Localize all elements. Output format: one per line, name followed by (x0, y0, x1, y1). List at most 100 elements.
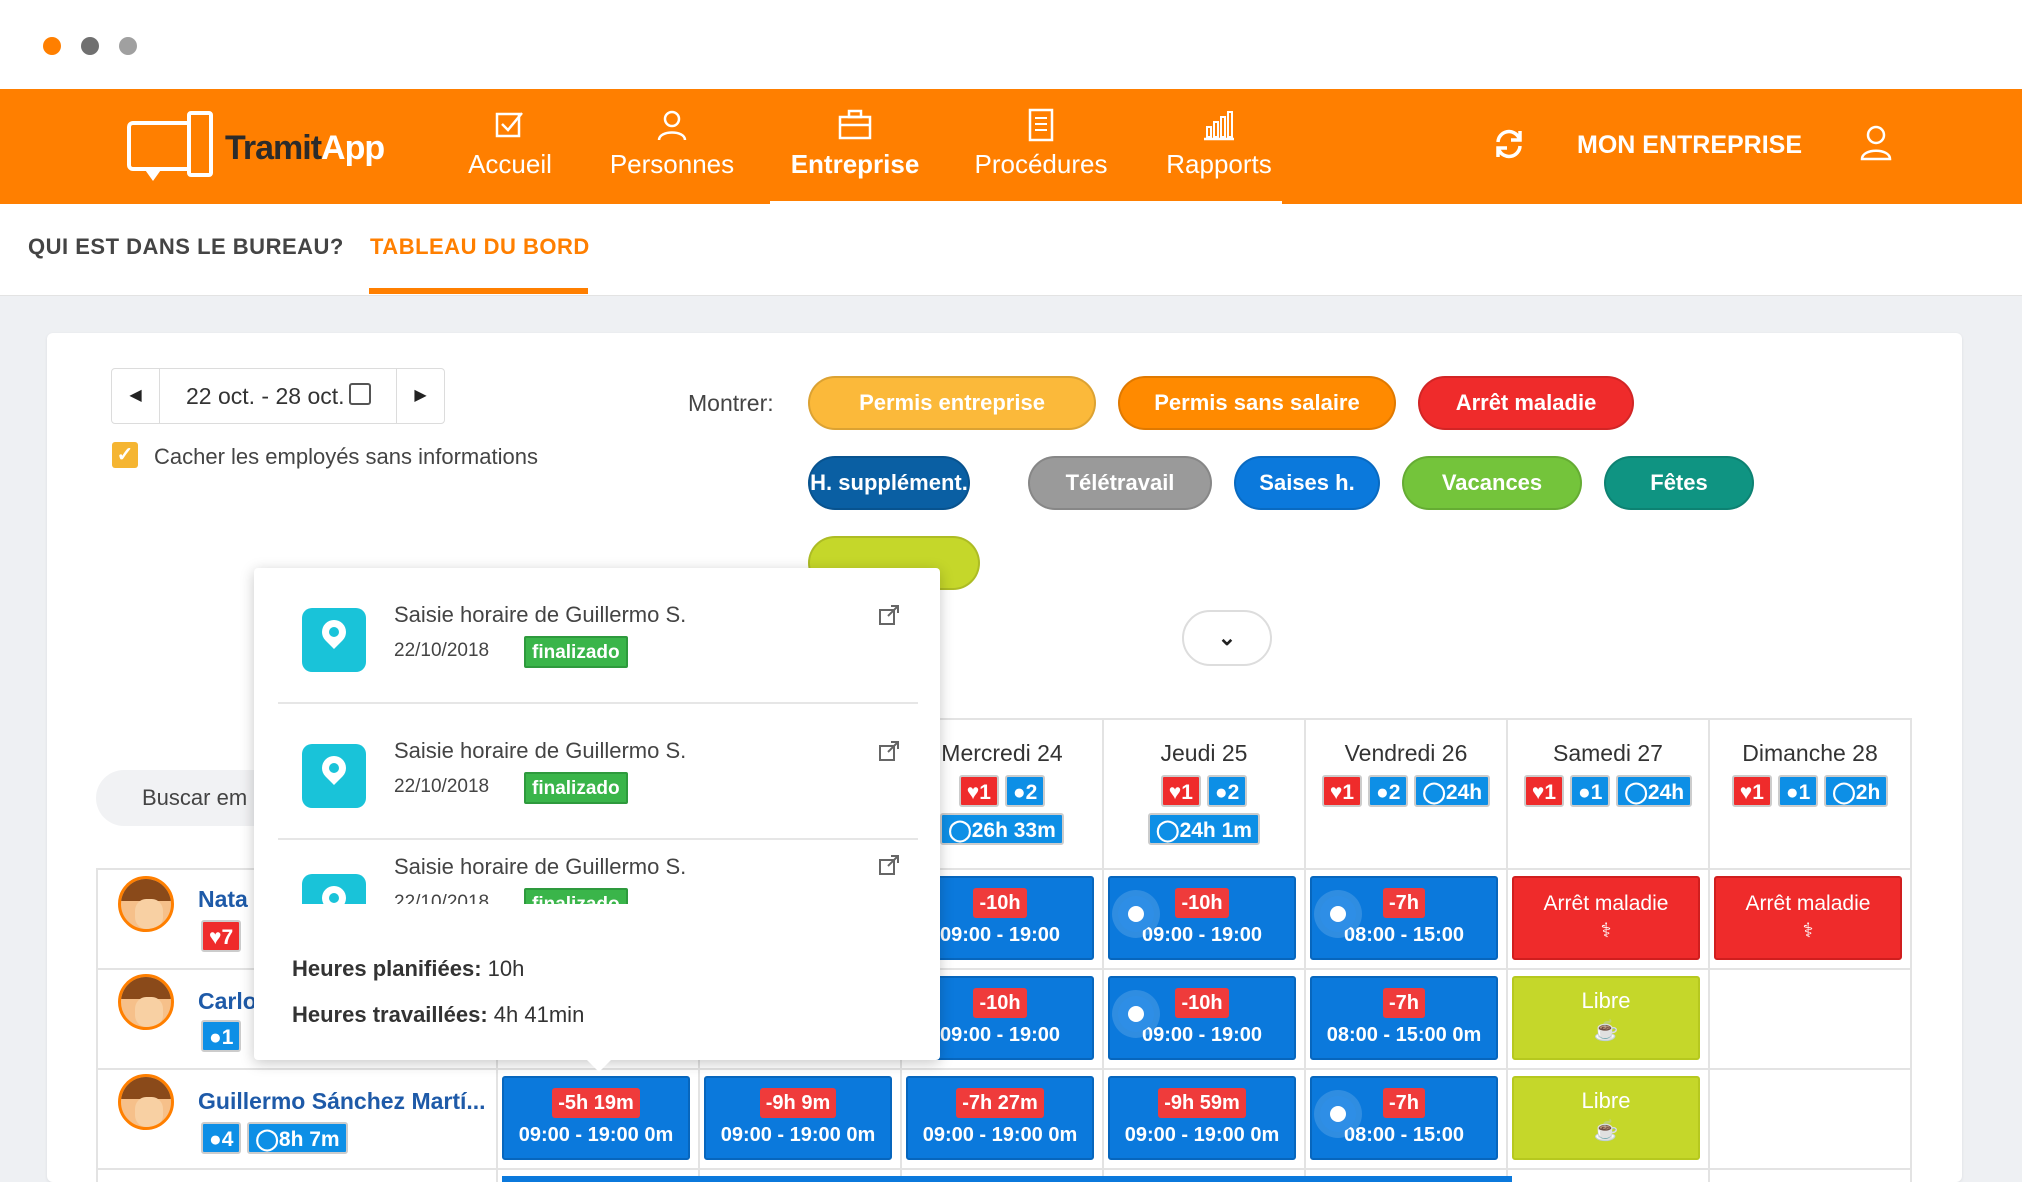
hide-employees-checkbox[interactable]: ✓ (112, 442, 138, 468)
filter-fetes[interactable]: Fêtes (1604, 456, 1754, 510)
filter-vacances[interactable]: Vacances (1402, 456, 1582, 510)
nav-rapports[interactable]: Rapports (1160, 89, 1278, 204)
day-name: Vendredi 26 (1344, 740, 1468, 766)
avatar[interactable] (118, 1074, 174, 1130)
time-entry-item[interactable]: Saisie horaire de Guillermo S. 22/10/201… (278, 568, 918, 704)
nav-entreprise[interactable]: Entreprise (784, 89, 926, 204)
filter-h-supplement[interactable]: H. supplément. (808, 456, 970, 510)
shift-cell[interactable]: -7h 08:00 - 15:00 0m (1310, 976, 1498, 1060)
logo-text-left: Tramit (225, 129, 322, 167)
tab-office[interactable]: QUI EST DANS LE BUREAU? (28, 234, 344, 259)
avatar-hair (121, 1077, 171, 1099)
filters-label: Montrer: (688, 390, 774, 416)
location-count-badge: ●4 (201, 1122, 242, 1154)
filter-teletravail[interactable]: Télétravail (1028, 456, 1212, 510)
sync-icon[interactable] (1492, 127, 1526, 161)
shift-cell[interactable]: -9h 59m 09:00 - 19:00 0m (1108, 1076, 1296, 1160)
company-menu[interactable]: MON ENTREPRISE (1577, 131, 1803, 159)
time-entry-item[interactable]: Saisie horaire de Guillermo S. 22/10/201… (278, 704, 918, 840)
live-indicator-icon (1118, 996, 1154, 1032)
sick-count-badge: ♥7 (201, 920, 242, 952)
grid-line (1304, 718, 1306, 1182)
person-icon (657, 110, 687, 141)
hours-diff: -10h (1175, 988, 1229, 1018)
next-week-button[interactable]: ▶ (396, 369, 444, 423)
cell-label: Arrêt maladie (1543, 892, 1669, 915)
live-indicator-icon (1118, 896, 1154, 932)
shift-cell[interactable]: -7h 08:00 - 15:00 (1310, 876, 1498, 960)
free-day-cell[interactable]: Libre ☕ (1512, 1076, 1700, 1160)
external-link-icon[interactable] (878, 740, 900, 762)
window-minimize-dot[interactable] (81, 37, 99, 55)
employee-name-link[interactable]: Guillermo Sánchez Martí... (198, 1088, 486, 1114)
hours-diff: -10h (973, 888, 1027, 918)
shift-time: 09:00 - 19:00 0m (922, 1124, 1078, 1146)
entry-date: 22/10/2018 (394, 640, 490, 661)
external-link-icon[interactable] (878, 854, 900, 876)
worked-hours-label: Heures travaillées: (292, 1002, 488, 1027)
employee-name-link[interactable]: Nata (198, 886, 248, 912)
shift-time: 09:00 - 19:00 (1141, 1024, 1263, 1046)
grid-line (96, 868, 98, 1182)
sick-leave-cell[interactable]: Arrêt maladie ⚕ (1512, 876, 1700, 960)
avatar-face (135, 899, 163, 929)
prev-week-button[interactable]: ◀ (112, 369, 160, 423)
cell-label: Arrêt maladie (1745, 892, 1871, 915)
external-link-icon[interactable] (878, 604, 900, 626)
shift-cell[interactable]: -9h 9m 09:00 - 19:00 0m (704, 1076, 892, 1160)
location-count-badge: ●1 (201, 1020, 242, 1052)
pin-shape (317, 615, 351, 649)
date-range-picker[interactable]: ◀ 22 oct. - 28 oct. ▶ (111, 368, 445, 424)
shift-cell[interactable]: -10h 09:00 - 19:00 (1108, 976, 1296, 1060)
shift-time: 08:00 - 15:00 (1343, 1124, 1465, 1146)
employee-name-link[interactable]: Carlo (198, 988, 257, 1014)
tab-dashboard[interactable]: TABLEAU DU BORD (370, 234, 590, 259)
badge-value: 1 (979, 781, 991, 804)
entry-title: Saisie horaire de Guillermo S. (394, 602, 687, 627)
window-close-dot[interactable] (43, 37, 61, 55)
expand-filters-button[interactable]: ⌄ (1182, 610, 1272, 666)
hide-employees-label[interactable]: Cacher les employés sans informations (154, 444, 538, 469)
filter-permis-entreprise[interactable]: Permis entreprise (808, 376, 1096, 430)
location-count-badge: ●1 (1570, 775, 1611, 807)
filter-permis-sans-salaire[interactable]: Permis sans salaire (1118, 376, 1396, 430)
calendar-icon[interactable] (349, 383, 371, 405)
shift-cell[interactable]: -5h 19m 09:00 - 19:00 0m (502, 1076, 690, 1160)
day-name: Dimanche 28 (1742, 740, 1878, 766)
sick-leave-cell[interactable]: Arrêt maladie ⚕ (1714, 876, 1902, 960)
app-logo[interactable]: TramitApp (125, 107, 385, 189)
logo-phone-icon (187, 111, 213, 177)
user-account-icon[interactable] (1858, 123, 1894, 161)
hours-diff: -9h 9m (759, 1088, 837, 1118)
avatar[interactable] (118, 876, 174, 932)
badge-value: 1 (221, 1026, 234, 1049)
nav-procedures[interactable]: Procédures (970, 89, 1112, 204)
free-day-cell[interactable]: Libre ☕ (1512, 976, 1700, 1060)
pin-shape (317, 751, 351, 785)
nav-personnes[interactable]: Personnes (604, 89, 740, 204)
day-badges: ♥1 ●2 ◯24h (1306, 775, 1506, 813)
shift-cell[interactable]: -7h 08:00 - 15:00 (1310, 1076, 1498, 1160)
location-pin-icon (302, 744, 366, 808)
grid-line (1910, 718, 1912, 1182)
worked-hours-value: 4h 41min (493, 1002, 585, 1027)
hours-diff: -10h (973, 988, 1027, 1018)
location-count-badge: ●2 (1004, 775, 1046, 807)
filter-arret-maladie[interactable]: Arrêt maladie (1418, 376, 1634, 430)
status-badge: finalizado (524, 888, 628, 904)
date-range-label[interactable]: 22 oct. - 28 oct. (186, 383, 345, 409)
avatar[interactable] (118, 974, 174, 1030)
time-entry-item[interactable]: Saisie horaire de Guillermo S. 22/10/201… (278, 840, 918, 904)
nav-entreprise-label: Entreprise (790, 149, 920, 179)
briefcase-icon (838, 109, 872, 140)
planned-hours-value: 10h (487, 956, 525, 981)
filter-saises-h[interactable]: Saises h. (1234, 456, 1380, 510)
badge-value: 7 (221, 926, 234, 949)
shift-cell[interactable]: -10h 09:00 - 19:00 (1108, 876, 1296, 960)
window-maximize-dot[interactable] (119, 37, 137, 55)
sick-count-badge: ♥1 (1160, 775, 1201, 807)
grid-line (926, 718, 1912, 720)
nav-accueil[interactable]: Accueil (455, 89, 565, 204)
logo-text-right: App (321, 129, 385, 167)
shift-cell[interactable]: -7h 27m 09:00 - 19:00 0m (906, 1076, 1094, 1160)
